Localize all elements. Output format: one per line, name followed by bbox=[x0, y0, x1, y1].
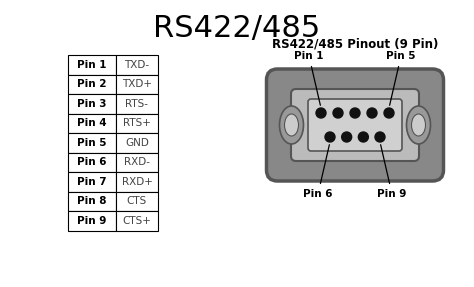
Text: GND: GND bbox=[125, 138, 149, 148]
Circle shape bbox=[350, 108, 360, 118]
Bar bbox=[68, 152, 116, 172]
Bar bbox=[116, 191, 158, 211]
Bar bbox=[116, 172, 158, 191]
Text: Pin 9: Pin 9 bbox=[377, 145, 407, 199]
Circle shape bbox=[342, 132, 352, 142]
Text: CTS: CTS bbox=[127, 196, 147, 206]
Text: Pin 3: Pin 3 bbox=[77, 99, 107, 109]
Bar bbox=[68, 55, 116, 75]
Bar bbox=[68, 191, 116, 211]
Text: Pin 5: Pin 5 bbox=[77, 138, 107, 148]
Ellipse shape bbox=[284, 114, 299, 136]
Circle shape bbox=[333, 108, 343, 118]
FancyBboxPatch shape bbox=[266, 69, 444, 181]
Text: CTS+: CTS+ bbox=[123, 216, 151, 226]
Ellipse shape bbox=[411, 114, 426, 136]
Bar bbox=[68, 133, 116, 152]
Ellipse shape bbox=[407, 106, 430, 144]
Text: Pin 6: Pin 6 bbox=[303, 145, 333, 199]
Bar bbox=[116, 55, 158, 75]
Text: RS422/485 Pinout (9 Pin): RS422/485 Pinout (9 Pin) bbox=[272, 38, 438, 51]
Text: RS422/485: RS422/485 bbox=[154, 15, 320, 44]
Text: Pin 1: Pin 1 bbox=[77, 60, 107, 70]
Text: RXD-: RXD- bbox=[124, 157, 150, 167]
Circle shape bbox=[375, 132, 385, 142]
Bar bbox=[116, 94, 158, 113]
Circle shape bbox=[358, 132, 368, 142]
Text: RTS-: RTS- bbox=[126, 99, 148, 109]
Text: TXD-: TXD- bbox=[125, 60, 150, 70]
Bar bbox=[116, 152, 158, 172]
Text: Pin 2: Pin 2 bbox=[77, 79, 107, 89]
Circle shape bbox=[384, 108, 394, 118]
Bar bbox=[68, 94, 116, 113]
Text: Pin 7: Pin 7 bbox=[77, 177, 107, 187]
Text: Pin 1: Pin 1 bbox=[294, 51, 324, 105]
Text: RTS+: RTS+ bbox=[123, 118, 151, 128]
Bar bbox=[68, 211, 116, 230]
Text: RXD+: RXD+ bbox=[121, 177, 153, 187]
Bar bbox=[116, 133, 158, 152]
Text: Pin 5: Pin 5 bbox=[386, 51, 416, 105]
Text: Pin 9: Pin 9 bbox=[77, 216, 107, 226]
Circle shape bbox=[316, 108, 326, 118]
Bar bbox=[68, 113, 116, 133]
Bar bbox=[68, 75, 116, 94]
FancyBboxPatch shape bbox=[291, 89, 419, 161]
Text: Pin 6: Pin 6 bbox=[77, 157, 107, 167]
Bar bbox=[116, 75, 158, 94]
Bar bbox=[116, 211, 158, 230]
Bar bbox=[68, 172, 116, 191]
FancyBboxPatch shape bbox=[308, 99, 402, 151]
Circle shape bbox=[367, 108, 377, 118]
Text: TXD+: TXD+ bbox=[122, 79, 152, 89]
Text: Pin 8: Pin 8 bbox=[77, 196, 107, 206]
Circle shape bbox=[325, 132, 335, 142]
Ellipse shape bbox=[280, 106, 303, 144]
Bar bbox=[116, 113, 158, 133]
Text: Pin 4: Pin 4 bbox=[77, 118, 107, 128]
